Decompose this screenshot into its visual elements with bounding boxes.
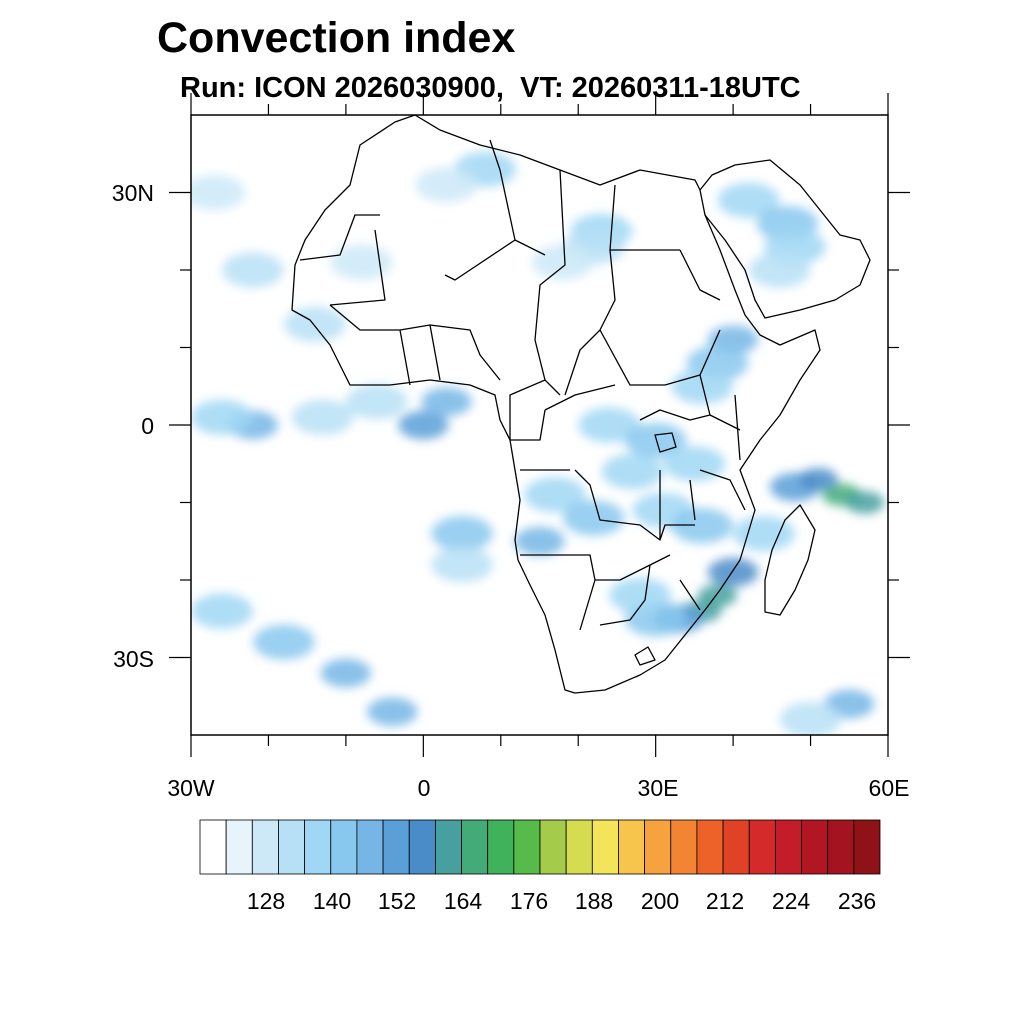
colorbar-label: 152 xyxy=(377,888,417,914)
colorbar-swatch xyxy=(774,819,802,875)
lesotho xyxy=(634,646,656,666)
colorbar-label: 224 xyxy=(771,888,811,914)
heat-cell xyxy=(671,508,733,544)
colorbar-swatch xyxy=(199,819,227,875)
heat-cell xyxy=(291,399,354,435)
heat-cell xyxy=(663,446,726,482)
heatmap-layer xyxy=(191,115,885,735)
colorbar-swatch xyxy=(251,819,279,875)
heat-cell xyxy=(253,624,315,660)
heat-cell xyxy=(514,526,565,556)
heat-cell xyxy=(191,593,253,629)
heat-cell xyxy=(191,174,246,211)
madagascar xyxy=(764,504,816,616)
colorbar-swatch xyxy=(408,819,436,875)
heat-cell xyxy=(578,407,640,443)
y-tick-label: 30S xyxy=(113,646,154,672)
heat-cell xyxy=(346,384,408,420)
colorbar-swatch xyxy=(801,819,829,875)
heat-cell xyxy=(421,387,472,417)
heat-cell xyxy=(671,368,733,404)
colorbar-swatch xyxy=(434,819,462,875)
heat-cell xyxy=(707,557,759,587)
y-tick-label: 30N xyxy=(111,180,154,206)
heat-cell xyxy=(531,244,594,280)
heat-cell xyxy=(415,167,478,203)
colorbar-swatch xyxy=(513,819,541,875)
colorbar-swatch xyxy=(748,819,776,875)
heat-cell xyxy=(845,491,885,514)
heat-cell xyxy=(601,453,664,490)
colorbar-label: 236 xyxy=(837,888,877,914)
colorbar-swatch xyxy=(487,819,515,875)
colorbar-swatch xyxy=(330,819,358,875)
heat-cell xyxy=(524,477,586,513)
colorbar-swatch xyxy=(539,819,567,875)
y-tick-label: 0 xyxy=(141,413,154,439)
colorbar-swatch xyxy=(644,819,672,875)
colorbar xyxy=(199,819,881,875)
heat-cell xyxy=(431,515,493,552)
colorbar-swatch xyxy=(461,819,489,875)
map-title: Convection index xyxy=(157,14,516,62)
colorbar-swatch xyxy=(670,819,698,875)
heat-cell xyxy=(609,577,671,614)
heat-cell xyxy=(222,252,284,288)
arabian-peninsula xyxy=(699,159,871,319)
colorbar-swatch xyxy=(565,819,593,875)
colorbar-swatch xyxy=(304,819,332,875)
heat-cell xyxy=(717,182,780,218)
heat-cell xyxy=(367,697,418,727)
heat-cell xyxy=(562,500,625,536)
borders xyxy=(299,139,746,631)
heat-cell xyxy=(284,306,346,342)
heat-cell xyxy=(431,546,493,583)
colorbar-swatch xyxy=(618,819,646,875)
colorbar-swatch xyxy=(591,819,619,875)
lake-victoria xyxy=(654,432,677,453)
colorbar-label: 176 xyxy=(509,888,549,914)
heat-cell xyxy=(191,399,253,435)
heat-cell xyxy=(779,701,842,735)
colorbar-label: 164 xyxy=(443,888,483,914)
heat-cell xyxy=(398,410,449,440)
axis-ticks xyxy=(169,93,910,757)
colorbar-swatch xyxy=(853,819,881,875)
heat-cell xyxy=(624,422,687,459)
colorbar-label: 128 xyxy=(246,888,286,914)
colorbar-swatch xyxy=(382,819,410,875)
colorbar-swatch xyxy=(722,819,750,875)
colorbar-swatch xyxy=(696,819,724,875)
heat-cell xyxy=(798,468,838,491)
colorbar-swatch xyxy=(278,819,306,875)
country-borders xyxy=(291,115,871,694)
heat-cell xyxy=(330,244,393,280)
heat-cell xyxy=(748,252,811,288)
x-tick-label: 30W xyxy=(167,775,215,801)
map-subtitle: Run: ICON 2026030900, VT: 20260311-18UTC xyxy=(180,72,801,104)
colorbar-label: 188 xyxy=(574,888,614,914)
colorbar-swatch xyxy=(356,819,384,875)
colorbar-swatch xyxy=(225,819,253,875)
colorbar-label: 212 xyxy=(705,888,745,914)
x-tick-label: 0 xyxy=(417,775,431,801)
x-tick-label: 60E xyxy=(868,775,910,801)
colorbar-swatch xyxy=(827,819,855,875)
heat-cell xyxy=(320,658,372,688)
colorbar-label: 200 xyxy=(640,888,680,914)
colorbar-label: 140 xyxy=(312,888,352,914)
x-tick-label: 30E xyxy=(637,775,679,801)
heat-cell xyxy=(733,515,795,552)
